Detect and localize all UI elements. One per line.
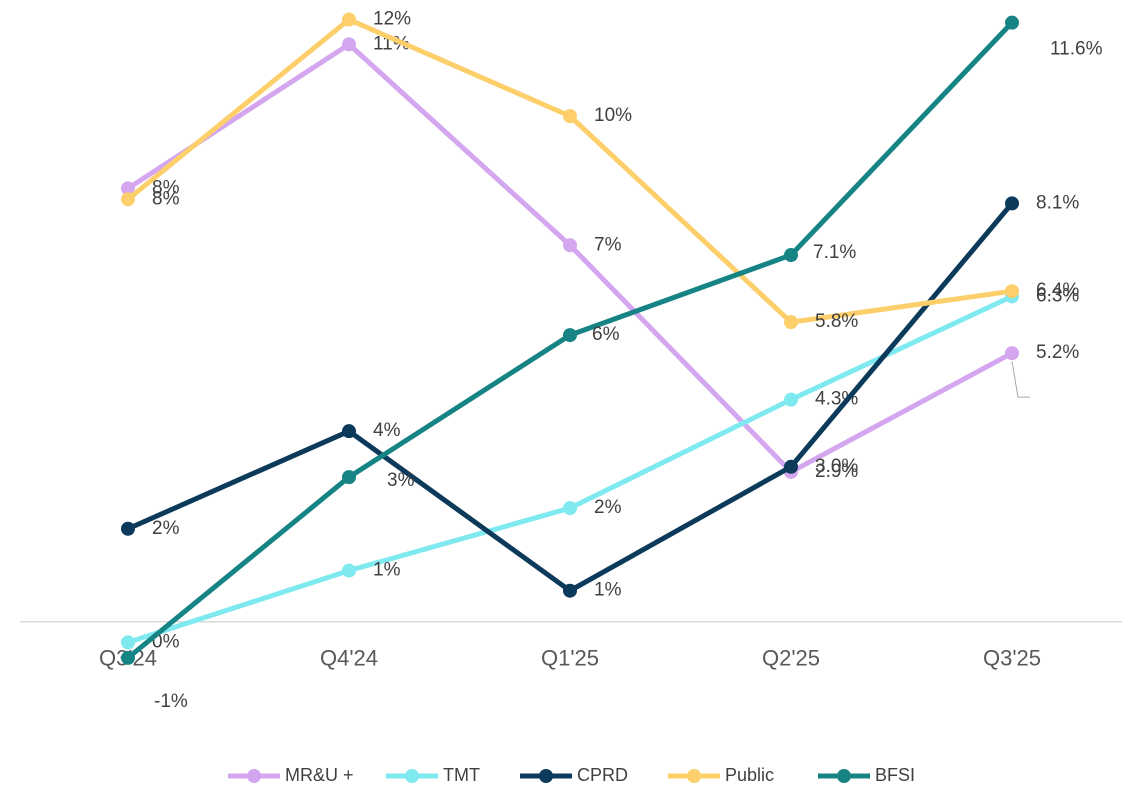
data-point xyxy=(342,470,356,485)
data-label: 11.6% xyxy=(1050,39,1103,60)
data-point xyxy=(342,563,356,578)
data-point xyxy=(342,12,356,27)
data-label: 0% xyxy=(152,631,180,652)
legend-label: TMT xyxy=(443,765,480,785)
data-point xyxy=(121,192,135,207)
data-label: 10% xyxy=(594,105,632,126)
data-label: 6% xyxy=(592,324,620,345)
data-point xyxy=(784,392,798,407)
data-label: 12% xyxy=(373,9,411,30)
data-label: 3.0% xyxy=(815,456,858,477)
data-point xyxy=(1005,284,1019,299)
data-point xyxy=(563,328,577,343)
series-line xyxy=(126,17,1013,325)
data-point xyxy=(1005,346,1019,361)
data-point xyxy=(563,501,577,516)
legend-label: Public xyxy=(725,765,774,785)
data-label: 11% xyxy=(373,33,410,54)
data-label: 4% xyxy=(373,420,401,441)
data-label: 3% xyxy=(387,470,415,491)
legend-marker xyxy=(687,769,701,783)
data-point xyxy=(121,650,135,665)
data-point xyxy=(563,238,577,253)
data-label: 1% xyxy=(594,580,622,601)
data-label: 6.4% xyxy=(1036,280,1079,301)
data-label: 8% xyxy=(152,177,180,198)
data-label: 2% xyxy=(152,518,180,539)
data-label: 8.1% xyxy=(1036,192,1079,213)
legend-marker xyxy=(539,769,553,783)
data-label: 7% xyxy=(594,234,622,255)
data-label: 5.8% xyxy=(815,311,858,332)
legend-marker xyxy=(405,769,419,783)
x-tick-label: Q1'25 xyxy=(541,646,599,671)
data-label: 5.2% xyxy=(1036,342,1079,363)
data-point xyxy=(121,521,135,536)
data-point xyxy=(784,315,798,330)
data-label: 6.3% xyxy=(1036,285,1079,306)
data-label: 8% xyxy=(152,188,180,209)
data-point xyxy=(1005,15,1019,30)
data-label: -1% xyxy=(154,691,188,712)
data-point xyxy=(342,37,356,52)
data-label: 2.9% xyxy=(815,461,858,482)
x-tick-label: Q4'24 xyxy=(320,646,378,671)
x-tick-label: Q2'25 xyxy=(762,646,820,671)
data-point xyxy=(563,109,577,124)
data-point xyxy=(121,635,135,650)
data-point xyxy=(342,424,356,439)
data-label: 7.1% xyxy=(813,242,856,263)
data-label: 4.3% xyxy=(815,389,858,410)
legend-label: CPRD xyxy=(577,765,628,785)
legend-marker xyxy=(247,769,261,783)
data-point xyxy=(784,248,798,263)
data-point xyxy=(1005,196,1019,211)
leader-line xyxy=(1011,361,1030,398)
legend-label: MR&U + xyxy=(285,765,354,785)
series-line xyxy=(126,201,1014,594)
series-line xyxy=(126,41,1014,475)
legend-marker xyxy=(837,769,851,783)
data-label: 2% xyxy=(594,497,622,518)
x-tick-label: Q3'25 xyxy=(983,646,1041,671)
data-label: 1% xyxy=(373,560,401,581)
data-point xyxy=(563,583,577,598)
data-point xyxy=(784,459,798,474)
legend-label: BFSI xyxy=(875,765,915,785)
data-point xyxy=(121,181,135,196)
